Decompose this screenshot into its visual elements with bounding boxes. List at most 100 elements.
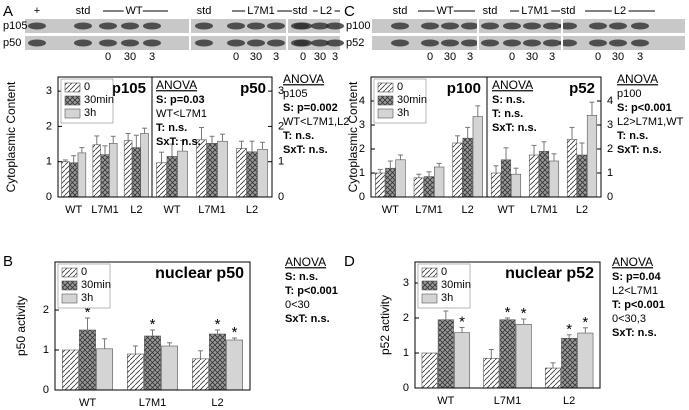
legend-label: 30min <box>81 279 111 291</box>
blot-band <box>326 39 344 47</box>
blot-strip <box>25 36 340 50</box>
blot-band <box>294 39 312 47</box>
significance-marker: * <box>566 321 572 338</box>
blot-header: L7M1 <box>247 5 275 17</box>
chart-title: nuclear p52 <box>505 265 594 282</box>
bar <box>528 154 540 198</box>
y-tick-label: 2 <box>607 143 613 155</box>
bar <box>127 353 144 391</box>
blot-header: std <box>393 5 408 17</box>
legend-swatch <box>64 108 81 119</box>
blot-band <box>589 22 607 30</box>
annotation: SxT: n.s. <box>283 144 328 156</box>
y-tick-label: 2 <box>403 312 409 324</box>
blot-header: WT <box>436 5 453 17</box>
y-tick-label: 3 <box>278 85 284 97</box>
blot-band <box>326 22 344 30</box>
blot-strip <box>25 19 340 33</box>
blot-band <box>543 39 561 47</box>
blot-band <box>311 22 329 30</box>
annotation: WT<L7M1,L2 <box>283 116 349 128</box>
blot-header: std <box>561 5 576 17</box>
bar <box>500 159 512 198</box>
y-tick-label: 3 <box>46 85 52 97</box>
y-tick-label: 3 <box>607 119 613 131</box>
significance-marker: * <box>521 305 527 322</box>
x-tick-label: WT <box>382 204 399 216</box>
bar <box>421 352 438 389</box>
lane-label: 30 <box>526 51 538 63</box>
blot-header: L2 <box>320 5 332 17</box>
bar <box>538 151 550 198</box>
significance-marker: * <box>505 304 511 321</box>
x-tick-label: WT <box>79 397 96 409</box>
bar <box>561 337 578 389</box>
annotation: 0<30,3 <box>612 313 646 325</box>
lane-label: 0 <box>427 51 433 63</box>
bar <box>132 147 141 198</box>
lane-label: 3 <box>149 51 155 63</box>
significance-marker: * <box>459 313 465 330</box>
annotation: SxT: n.s. <box>492 122 537 134</box>
blot-band <box>143 22 161 30</box>
bar <box>69 162 78 198</box>
bar <box>510 173 522 198</box>
panel-letter: B <box>3 253 13 270</box>
blot-band <box>461 39 479 47</box>
bar <box>177 150 188 198</box>
y-tick-label: 0 <box>359 191 365 203</box>
blot-band <box>631 39 649 47</box>
plot-frame <box>54 261 251 391</box>
legend-swatch <box>64 82 81 93</box>
annotation: SxT: n.s. <box>285 313 330 325</box>
lane-label: 3 <box>273 51 279 63</box>
x-tick-label: L2 <box>211 397 223 409</box>
bar <box>206 143 218 198</box>
bar <box>483 357 500 389</box>
plot-frame <box>151 76 273 198</box>
lane-label: 30 <box>314 51 326 63</box>
bar <box>454 332 471 389</box>
y-tick-label: 0 <box>278 191 284 203</box>
x-tick-label: L7M1 <box>139 397 167 409</box>
x-tick-label: L7M1 <box>415 204 443 216</box>
annotation: p105 <box>283 88 307 100</box>
blot-band <box>294 22 312 30</box>
chart-title: p105 <box>112 80 146 97</box>
legend-swatch <box>421 280 438 291</box>
bar <box>96 348 113 391</box>
legend-label: 3h <box>397 107 409 119</box>
x-tick-label: L2 <box>576 204 588 216</box>
significance-marker: * <box>85 304 91 321</box>
legend-label: 3h <box>84 107 96 119</box>
x-tick-label: L2 <box>130 204 142 216</box>
bar <box>499 319 516 389</box>
y-tick-label: 1 <box>43 344 49 356</box>
blot-band <box>74 22 92 30</box>
annotation: SxT: n.s. <box>156 136 201 148</box>
annotation: T: n.s. <box>283 130 314 142</box>
bar <box>452 142 463 198</box>
bar <box>490 172 502 198</box>
panel-letter: C <box>344 3 355 20</box>
bar <box>161 345 178 391</box>
y-axis-label: Cytoplasmic Content <box>346 81 360 192</box>
blot-row-label: p50 <box>3 37 21 49</box>
y-tick-label: 4 <box>359 95 365 107</box>
blot-header: L2 <box>614 5 626 17</box>
bar <box>462 137 473 198</box>
chart-title: nuclear p50 <box>155 265 244 282</box>
bar <box>375 172 386 198</box>
blot-band <box>523 22 541 30</box>
y-tick-label: 0 <box>607 191 613 203</box>
blot-row-label: p52 <box>346 37 364 49</box>
bar <box>246 151 258 198</box>
legend-swatch <box>377 95 394 106</box>
annotation: T: p<0.001 <box>285 285 338 297</box>
plot-frame <box>414 261 601 389</box>
blot-row-label: p100 <box>346 20 370 32</box>
y-tick-label: 1 <box>607 167 613 179</box>
legend-swatch <box>64 95 81 106</box>
blot-band <box>99 39 117 47</box>
